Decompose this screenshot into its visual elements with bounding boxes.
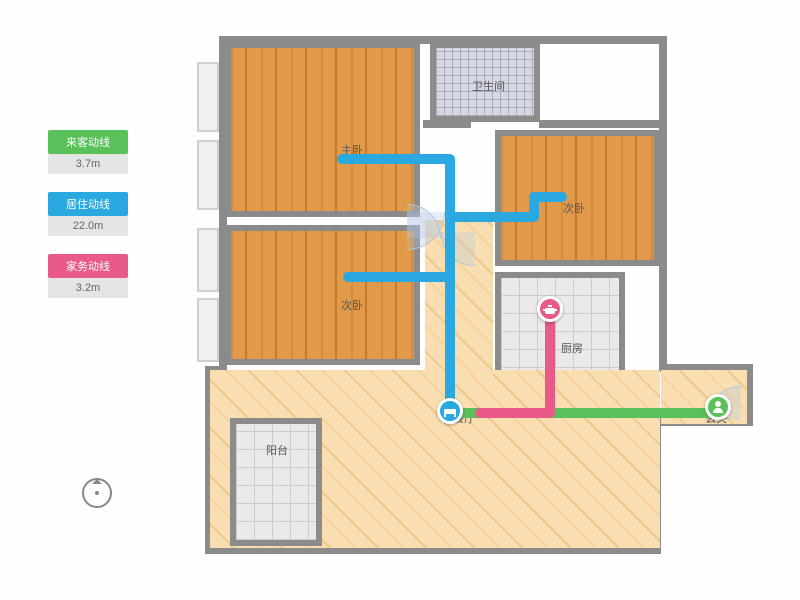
flow-living [529,192,567,202]
flow-living [445,154,455,416]
window-strip [197,298,219,362]
wall [539,120,665,128]
legend-item-living: 居住动线 22.0m [48,192,128,236]
legend-label: 来客动线 [48,130,128,154]
room-label-bathroom: 卫生间 [472,78,505,94]
window-strip [197,62,219,132]
stage: 来客动线 3.7m 居住动线 22.0m 家务动线 3.2m 主卧卫生间次卧次卧… [0,0,800,600]
room-second-bedroom-upper [495,130,660,266]
window-strip [197,228,219,292]
floor-plan: 主卧卫生间次卧次卧厨房客餐厅阳台玄关 [175,20,765,565]
legend-value: 3.7m [48,154,128,174]
living-node-icon [437,398,463,424]
room-label-second-bedroom-upper: 次卧 [563,200,585,216]
legend-label: 居住动线 [48,192,128,216]
legend-item-guest: 来客动线 3.7m [48,130,128,174]
window-strip [197,140,219,210]
room-balcony [230,418,322,546]
room-master-bedroom [225,42,420,217]
legend-item-chore: 家务动线 3.2m [48,254,128,298]
legend: 来客动线 3.7m 居住动线 22.0m 家务动线 3.2m [48,130,128,316]
flow-living [343,272,453,282]
flow-living [445,212,537,222]
room-label-kitchen: 厨房 [561,340,583,356]
flow-living [337,154,453,164]
room-second-bedroom-lower [225,225,420,365]
legend-value: 3.2m [48,278,128,298]
legend-value: 22.0m [48,216,128,236]
wall [659,36,667,370]
entry-node-icon [705,394,731,420]
kitchen-node-icon [537,296,563,322]
room-label-second-bedroom-lower: 次卧 [341,297,363,313]
flow-chore [545,306,555,416]
room-label-balcony: 阳台 [266,442,288,458]
legend-label: 家务动线 [48,254,128,278]
flow-chore [475,408,555,418]
compass-icon [82,478,112,508]
